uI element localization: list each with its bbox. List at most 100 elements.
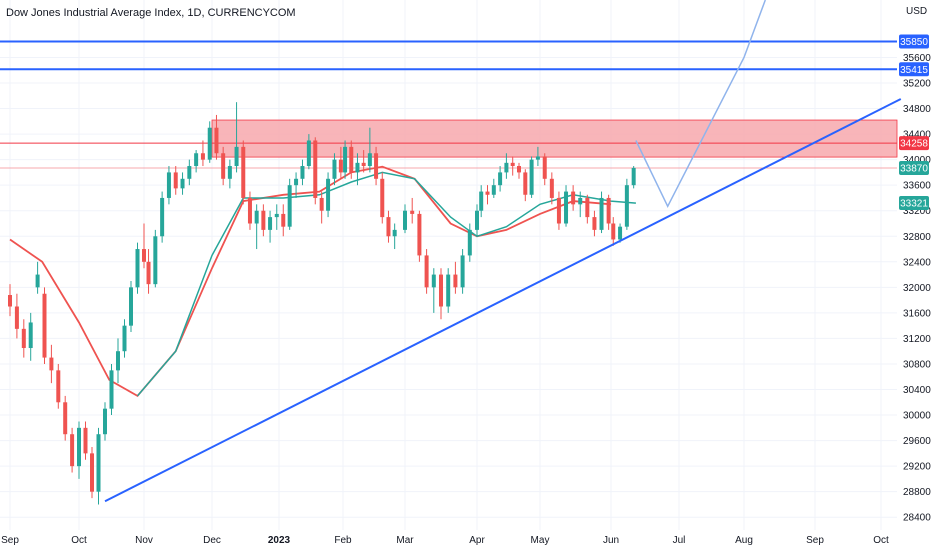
candle-body — [326, 178, 331, 211]
candle-body — [479, 191, 484, 211]
price-badge-label: 33870 — [900, 163, 928, 174]
x-tick-label: Dec — [203, 535, 221, 546]
candle-body — [510, 162, 515, 167]
y-tick-label: 30800 — [903, 359, 931, 370]
x-tick-label: Apr — [469, 535, 485, 546]
zone-layer — [211, 119, 898, 158]
candle-body — [96, 434, 101, 492]
x-tick-label: Sep — [806, 535, 824, 546]
candle-body — [306, 140, 311, 167]
candle-body — [268, 217, 273, 230]
candle-body — [160, 197, 165, 237]
candle-body — [475, 210, 479, 230]
candle-body — [153, 236, 158, 285]
x-tick-label: Mar — [396, 535, 414, 546]
x-tick-label: Jun — [603, 535, 619, 546]
candle-body — [180, 178, 185, 189]
candle-body — [424, 255, 429, 288]
horizontal-lines-layer — [0, 40, 897, 169]
candle-body — [361, 162, 366, 167]
candle-body — [618, 226, 623, 240]
candle-body — [517, 166, 521, 173]
candle-body — [14, 306, 19, 329]
candle-body — [221, 153, 226, 179]
candle-body — [631, 167, 636, 186]
ascending-trendline — [104, 98, 902, 503]
candle-body — [460, 255, 465, 288]
y-tick-label: 35600 — [903, 53, 931, 64]
candle-body — [142, 249, 146, 262]
candle-body — [28, 322, 33, 349]
candle-body — [90, 453, 94, 492]
candle-body — [42, 293, 47, 358]
candle-body — [63, 402, 68, 435]
y-tick-label: 29200 — [903, 462, 931, 473]
candle-body — [56, 370, 61, 403]
price-badge — [899, 34, 929, 49]
candle-body — [109, 370, 114, 409]
candle-body — [549, 178, 554, 198]
candle-body — [467, 229, 472, 256]
candle-body — [214, 127, 219, 154]
candle-body — [122, 325, 127, 352]
candle-body — [241, 146, 246, 198]
candle-body — [146, 261, 151, 285]
candle-body — [556, 197, 561, 224]
x-tick-label: Aug — [735, 535, 753, 546]
candle-body — [592, 217, 597, 230]
y-tick-label: 32800 — [903, 232, 931, 243]
candle-body — [599, 197, 604, 230]
candle-body — [498, 172, 503, 186]
candle-body — [403, 210, 407, 230]
candle-body — [116, 351, 120, 371]
candle-body — [70, 434, 75, 467]
candle-body — [21, 328, 26, 349]
x-tick-label: Feb — [334, 535, 352, 546]
candle-body — [83, 427, 88, 454]
candle-body — [207, 127, 212, 160]
candle-body — [274, 213, 279, 218]
x-tick-label: Sep — [1, 535, 19, 546]
candle-body — [529, 159, 534, 195]
candle-body — [564, 191, 569, 224]
y-tick-label: 32000 — [903, 283, 931, 294]
candle-body — [103, 408, 107, 435]
chart-title: Dow Jones Industrial Average Index, 1D, … — [6, 7, 296, 19]
candle-body — [129, 287, 133, 326]
candle-body — [380, 178, 385, 218]
candle-body — [355, 162, 360, 173]
candle-body — [313, 140, 318, 198]
candle-body — [349, 146, 354, 173]
trendline-layer — [104, 0, 902, 503]
currency-label: USD — [906, 6, 927, 17]
candle-body — [431, 274, 436, 288]
y-tick-label: 34400 — [903, 130, 931, 141]
candle-body — [261, 210, 266, 230]
x-tick-label: Jul — [673, 535, 686, 546]
grid-layer — [0, 0, 897, 530]
y-tick-label: 31600 — [903, 308, 931, 319]
y-tick-label: 30400 — [903, 385, 931, 396]
candle-body — [542, 156, 547, 179]
x-tick-label: Oct — [71, 535, 87, 546]
candle-body — [49, 357, 54, 371]
candle-body — [578, 197, 583, 205]
y-tick-label: 33200 — [903, 206, 931, 217]
price-badge-label: 35415 — [900, 65, 928, 76]
x-tick-label: May — [531, 535, 550, 546]
candle-body — [173, 172, 178, 189]
candle-body — [194, 153, 199, 167]
candle-body — [300, 166, 305, 179]
candle-body — [446, 274, 451, 307]
candle-body — [439, 274, 443, 307]
y-tick-label: 34000 — [903, 155, 931, 166]
candle-body — [410, 210, 415, 214]
candle-body — [247, 197, 252, 224]
price-badge — [899, 160, 929, 175]
candle-body — [571, 191, 576, 205]
candle-body — [187, 166, 192, 179]
price-badge — [899, 195, 929, 210]
candle-body — [338, 159, 343, 173]
moving-averages-layer — [9, 165, 636, 398]
